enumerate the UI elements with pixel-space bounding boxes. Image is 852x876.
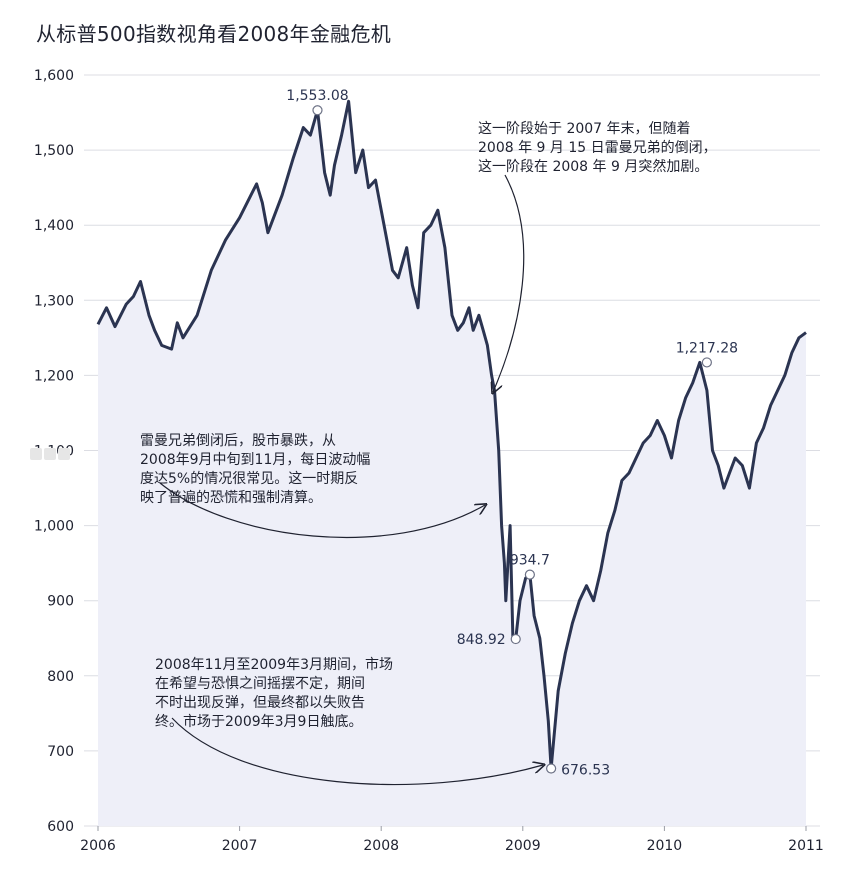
data-label: 1,553.08	[286, 88, 348, 104]
data-label: 934.7	[510, 553, 550, 569]
data-point-marker	[546, 763, 557, 774]
x-tick-label: 2009	[505, 838, 541, 854]
annotation-bottom: 2008年11月至2009年3月期间，市场 在希望与恐惧之间摇摆不定，期间 不时…	[155, 657, 393, 730]
y-tick-label: 700	[47, 744, 74, 760]
y-tick-label: 1,300	[34, 293, 74, 309]
y-tick-label: 1,200	[34, 368, 74, 384]
y-tick-label: 1,500	[34, 143, 74, 159]
legend-mark	[44, 448, 56, 460]
y-tick-label: 1,400	[34, 218, 74, 234]
data-label: 848.92	[457, 632, 506, 648]
legend-mark	[58, 448, 70, 460]
annotation-arrows	[159, 174, 543, 786]
y-tick-label: 900	[47, 594, 74, 610]
chart-title: 从标普500指数视角看2008年金融危机	[36, 22, 392, 46]
x-tick-label: 2010	[647, 838, 683, 854]
x-tick-label: 2008	[363, 838, 399, 854]
arrow-note-1	[493, 174, 525, 392]
y-tick-label: 1,000	[34, 519, 74, 535]
data-point-marker	[701, 357, 712, 368]
y-tick-label: 800	[47, 669, 74, 685]
data-point-marker	[524, 569, 535, 580]
series-area	[98, 101, 806, 827]
x-tick-label: 2007	[222, 838, 258, 854]
faint-legend-marks	[30, 445, 74, 460]
annotation-lehman-onset: 这一阶段始于 2007 年末，但随着 2008 年 9 月 15 日雷曼兄弟的倒…	[478, 121, 717, 175]
arrow-note-2	[159, 482, 485, 539]
arrow-note-3	[171, 717, 543, 786]
data-label: 676.53	[561, 763, 610, 779]
annotation-crash-volatility: 雷曼兄弟倒闭后，股市暴跌，从 2008年9月中旬到11月，每日波动幅 度达5%的…	[140, 433, 371, 506]
data-label: 1,217.28	[676, 340, 738, 356]
x-tick-label: 2006	[80, 838, 116, 854]
y-tick-label: 600	[47, 819, 74, 835]
legend-mark	[30, 448, 42, 460]
series-line	[96, 99, 807, 770]
data-point-marker	[312, 105, 323, 116]
data-point-marker	[510, 633, 521, 645]
x-tick-label: 2011	[788, 838, 824, 854]
y-tick-label: 1,600	[34, 68, 74, 84]
